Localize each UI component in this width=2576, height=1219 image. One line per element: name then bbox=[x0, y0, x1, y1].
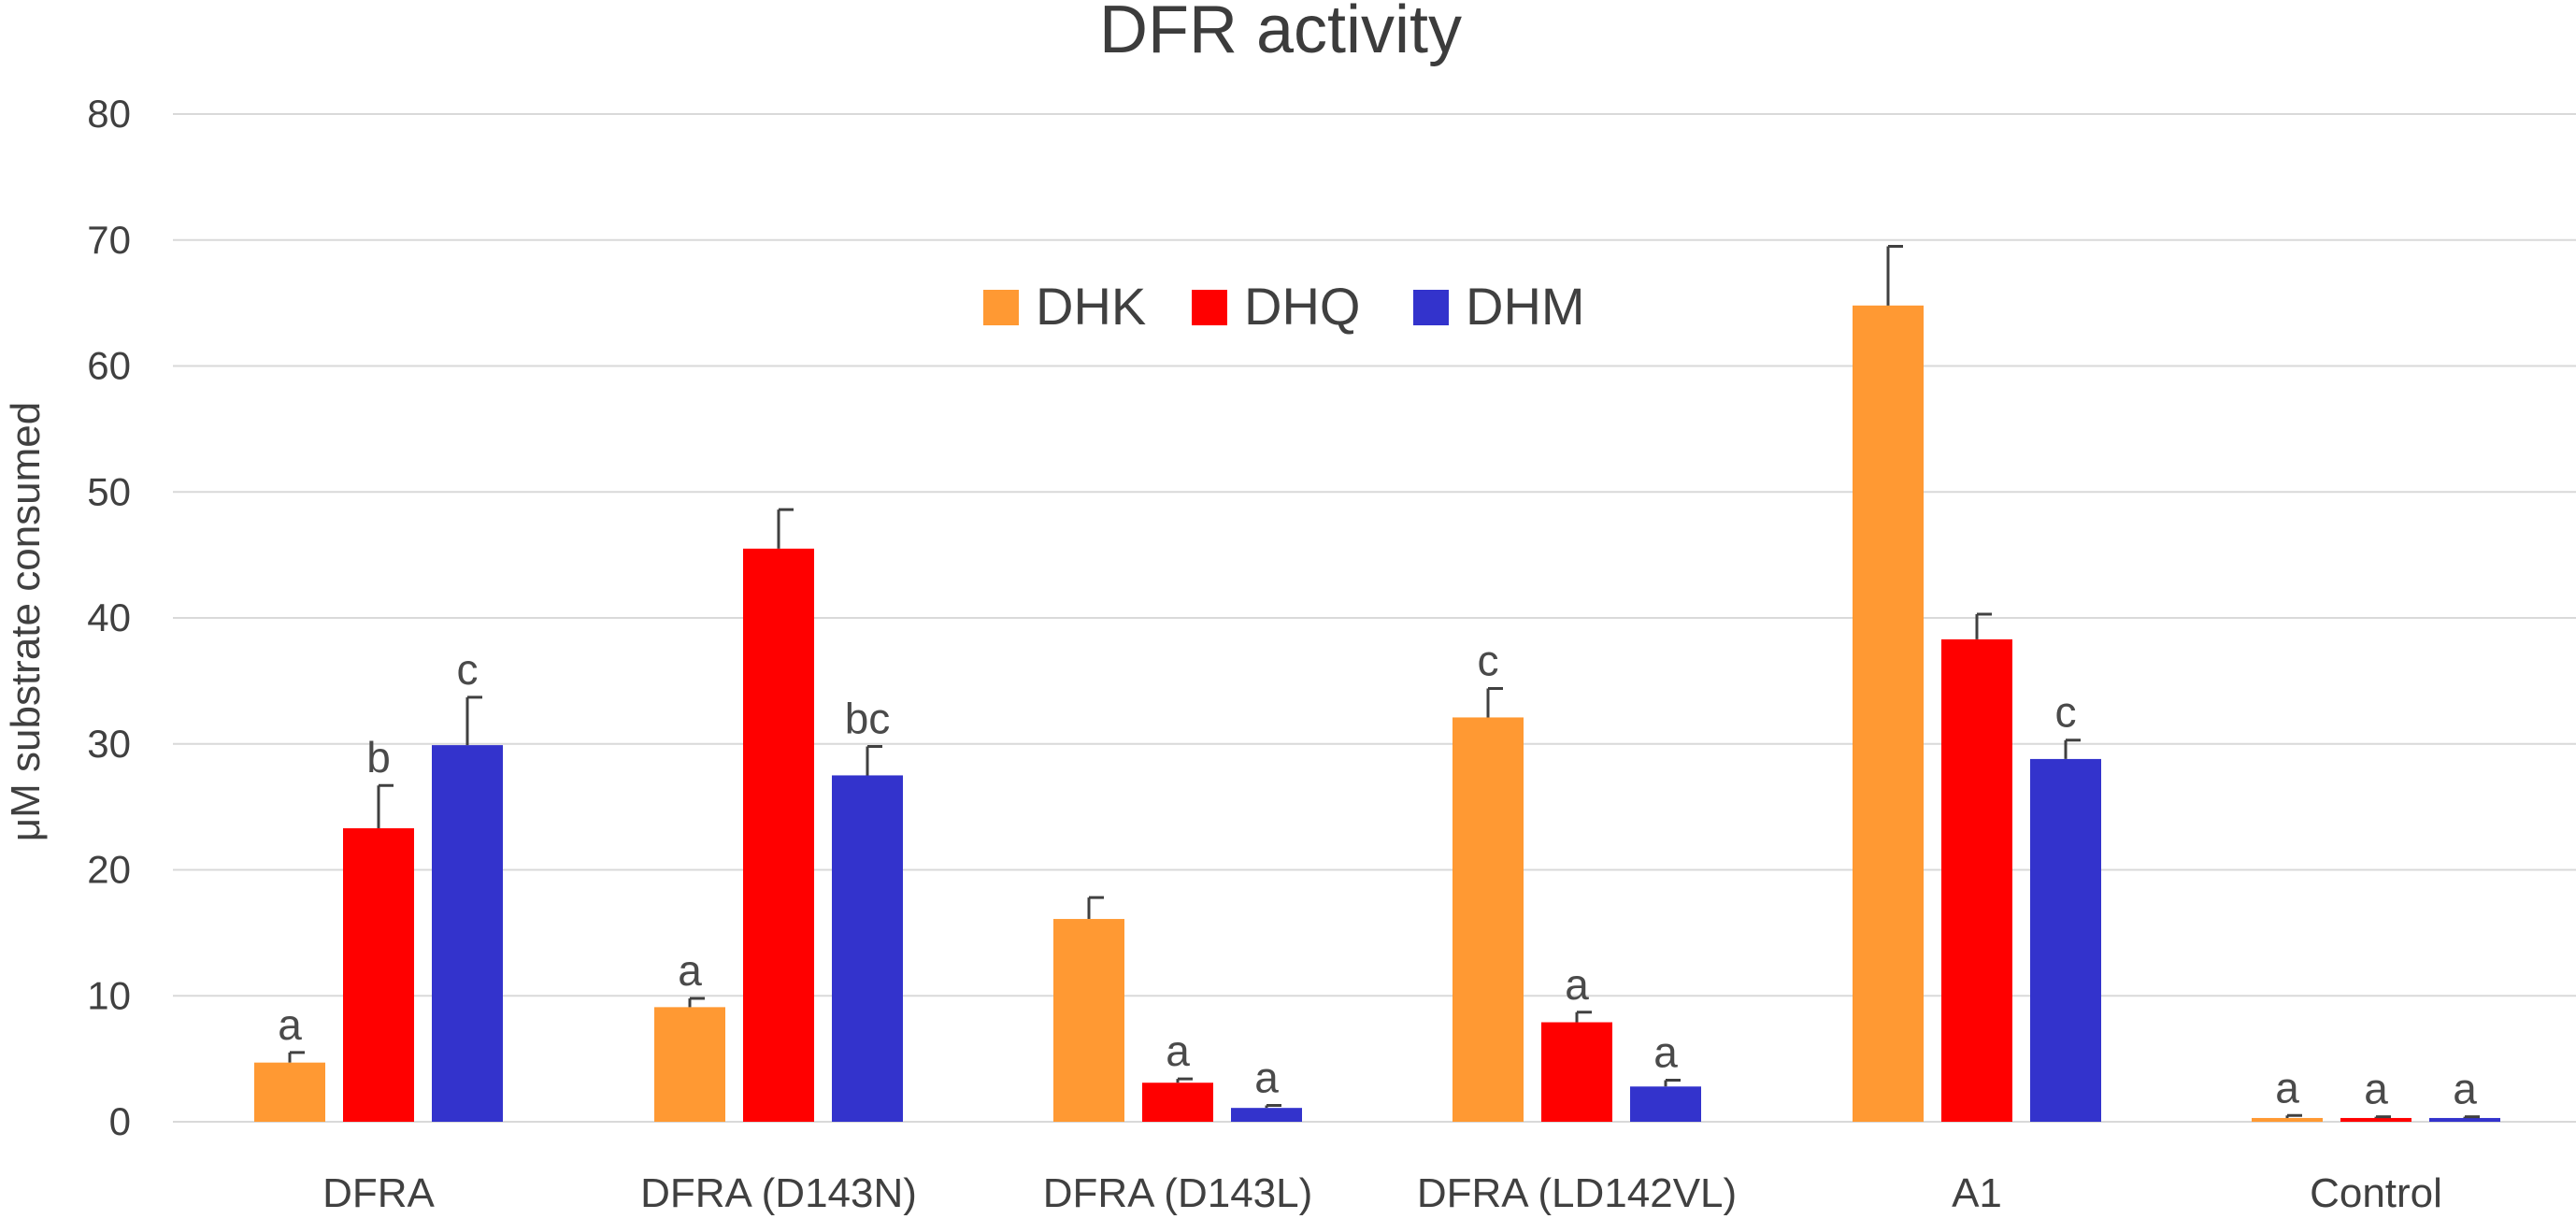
bar-dhk-1 bbox=[654, 1007, 725, 1122]
legend-swatch-dhq bbox=[1192, 290, 1227, 325]
bar-dhq-0 bbox=[343, 828, 414, 1122]
error-bar-dhk-2 bbox=[1087, 896, 1104, 920]
error-bar-dhk-3 bbox=[1486, 686, 1503, 718]
significance-letter: a bbox=[2275, 1063, 2299, 1111]
bar-dhk-2 bbox=[1053, 919, 1124, 1122]
significance-letter: c bbox=[457, 645, 479, 694]
bar-dhk-3 bbox=[1453, 717, 1524, 1122]
bar-dhq-3 bbox=[1541, 1022, 1612, 1122]
y-tick-label: 40 bbox=[87, 595, 131, 639]
x-category-label: DFRA (LD142VL) bbox=[1417, 1170, 1737, 1216]
x-category-label: DFRA (D143N) bbox=[640, 1170, 917, 1216]
significance-letter: a bbox=[2364, 1065, 2388, 1113]
error-bar-dhm-5 bbox=[2463, 1115, 2480, 1119]
bar-dhm-0 bbox=[432, 745, 503, 1122]
gridlines bbox=[173, 113, 2576, 1123]
error-bar-dhm-1 bbox=[866, 744, 882, 776]
error-bar-dhm-4 bbox=[2064, 739, 2081, 759]
significance-letter: a bbox=[1254, 1053, 1279, 1101]
y-tick-label: 50 bbox=[87, 469, 131, 513]
bar-dhm-2 bbox=[1231, 1108, 1302, 1122]
y-axis-label: μM substrate consumed bbox=[3, 402, 49, 841]
significance-letter: a bbox=[678, 946, 702, 995]
y-tick-label: 10 bbox=[87, 973, 131, 1017]
error-bar-dhq-0 bbox=[377, 783, 394, 829]
legend: DHK DHQ DHM bbox=[983, 277, 1585, 336]
bar-dhm-5 bbox=[2429, 1117, 2500, 1122]
bar-dhm-3 bbox=[1630, 1086, 1701, 1122]
x-category-label: Control bbox=[2310, 1170, 2442, 1216]
error-bar-dhk-4 bbox=[1886, 244, 1903, 306]
significance-letter: a bbox=[1653, 1028, 1678, 1077]
significance-letter: a bbox=[1166, 1026, 1190, 1075]
error-bars bbox=[288, 244, 2480, 1119]
significance-letter: a bbox=[278, 1000, 302, 1049]
legend-label-dhk: DHK bbox=[1036, 277, 1146, 336]
x-category-label: DFRA (D143L) bbox=[1043, 1170, 1313, 1216]
y-tick-label: 0 bbox=[109, 1099, 131, 1143]
legend-swatch-dhk bbox=[983, 290, 1019, 325]
bar-dhk-5 bbox=[2252, 1117, 2323, 1122]
chart-title: DFR activity bbox=[1099, 0, 1462, 67]
significance-letter: b bbox=[366, 733, 391, 782]
error-bar-dhk-0 bbox=[288, 1051, 305, 1063]
bars bbox=[254, 305, 2500, 1122]
y-tick-label: 80 bbox=[87, 92, 131, 136]
error-bar-dhq-2 bbox=[1176, 1077, 1193, 1083]
significance-letter: c bbox=[1478, 636, 1499, 684]
y-tick-label: 60 bbox=[87, 344, 131, 388]
error-bar-dhq-1 bbox=[777, 508, 794, 549]
error-bar-dhm-2 bbox=[1265, 1103, 1281, 1109]
y-axis-ticks: 0 10 20 30 40 50 60 70 80 bbox=[87, 92, 131, 1143]
x-category-label: DFRA bbox=[322, 1170, 435, 1216]
x-category-label: A1 bbox=[1952, 1170, 2002, 1216]
error-bar-dhq-3 bbox=[1575, 1011, 1592, 1023]
significance-letter: c bbox=[2055, 688, 2077, 737]
y-tick-label: 20 bbox=[87, 848, 131, 892]
bar-dhq-1 bbox=[743, 548, 814, 1122]
bar-dhk-4 bbox=[1853, 305, 1924, 1122]
significance-letter: a bbox=[1565, 960, 1589, 1009]
legend-label-dhq: DHQ bbox=[1244, 277, 1360, 336]
error-bar-dhk-5 bbox=[2285, 1113, 2302, 1118]
y-tick-label: 70 bbox=[87, 218, 131, 262]
x-axis-categories: DFRA DFRA (D143N) DFRA (D143L) DFRA (LD142V… bbox=[322, 1170, 2442, 1216]
bar-dhm-4 bbox=[2030, 758, 2101, 1122]
error-bar-dhm-0 bbox=[465, 696, 482, 746]
y-tick-label: 30 bbox=[87, 722, 131, 766]
error-bar-dhm-3 bbox=[1664, 1079, 1681, 1087]
significance-letter: bc bbox=[845, 694, 891, 742]
bar-dhm-1 bbox=[832, 775, 903, 1122]
error-bar-dhq-5 bbox=[2374, 1115, 2391, 1119]
bar-dhq-4 bbox=[1941, 638, 2012, 1122]
error-bar-dhq-4 bbox=[1975, 612, 1992, 639]
legend-label-dhm: DHM bbox=[1466, 277, 1585, 336]
bar-dhk-0 bbox=[254, 1062, 325, 1122]
bar-dhq-5 bbox=[2340, 1117, 2411, 1122]
bar-dhq-2 bbox=[1142, 1083, 1213, 1122]
significance-letter: a bbox=[2453, 1065, 2477, 1113]
error-bar-dhk-1 bbox=[688, 997, 705, 1008]
legend-swatch-dhm bbox=[1413, 290, 1449, 325]
